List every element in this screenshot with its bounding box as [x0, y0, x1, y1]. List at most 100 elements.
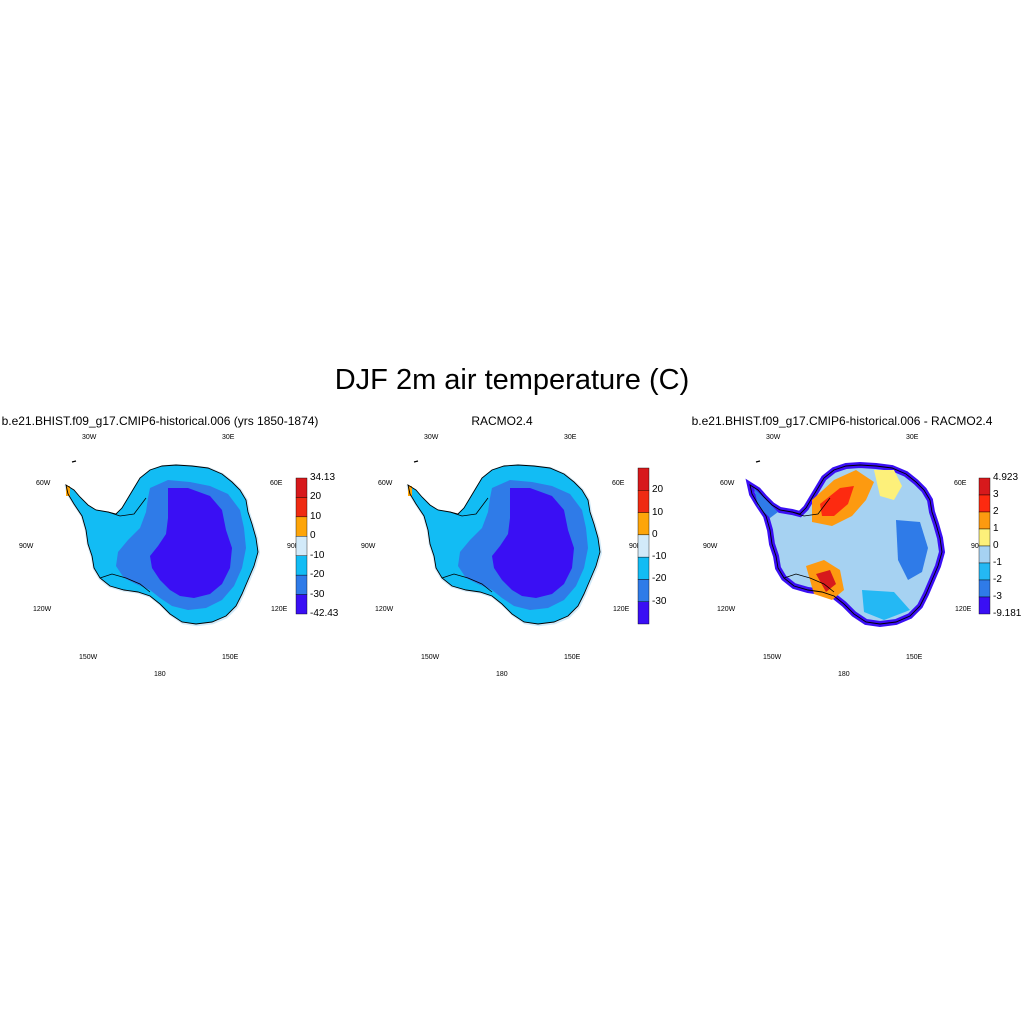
colorbar-segment	[295, 536, 308, 556]
difference-region-base	[745, 461, 946, 628]
colorbar-segment	[637, 512, 650, 536]
colorbar-label: 3	[993, 489, 999, 500]
colorbar-label: 0	[993, 540, 999, 551]
longitude-label: 90E	[971, 543, 984, 550]
colorbar-segment	[295, 477, 308, 498]
colorbar-segment	[978, 579, 991, 598]
difference-cool-region-1	[896, 520, 928, 580]
longitude-label: 150E	[906, 654, 923, 661]
temperature-region-minus30	[116, 480, 246, 610]
colorbar-label: 2	[993, 506, 999, 517]
colorbar-segment	[978, 528, 991, 547]
antarctica-map-2	[406, 460, 603, 627]
longitude-label: 120E	[613, 606, 630, 613]
colorbar-label: 1	[993, 523, 999, 534]
colorbar-label: 10	[310, 510, 322, 522]
colorbar-3	[978, 477, 991, 615]
coastline	[407, 464, 601, 625]
longitude-label: 120E	[271, 606, 288, 613]
temperature-region-minus30	[458, 480, 588, 610]
colorbar-label: -30	[310, 588, 325, 600]
colorbar-label: 0	[652, 528, 658, 540]
longitude-label: 90E	[287, 543, 300, 550]
longitude-label: 30E	[564, 434, 577, 441]
longitude-label: 30W	[424, 434, 439, 441]
longitude-label: 180	[496, 671, 508, 678]
colorbar-segment	[295, 574, 308, 595]
ice-shelf-line-1	[449, 497, 489, 517]
colorbar-label: -20	[310, 569, 325, 581]
colorbar-segment	[978, 562, 991, 581]
difference-hot-region-1	[820, 486, 854, 516]
colorbar-segment	[978, 477, 991, 496]
panel-title-1: b.e21.BHIST.f09_g17.CMIP6-historical.006…	[1, 414, 319, 428]
colorbar-label: -42.43	[310, 608, 339, 619]
figure-title: DJF 2m air temperature (C)	[334, 364, 690, 396]
longitude-label: 90W	[361, 543, 376, 550]
ice-shelf-line-2	[783, 573, 835, 593]
temperature-region-minus40	[150, 488, 232, 598]
colorbar-segment	[978, 545, 991, 564]
longitude-label: 150W	[763, 654, 782, 661]
panel-title-3: b.e21.BHIST.f09_g17.CMIP6-historical.006…	[691, 414, 993, 428]
ice-shelf-line-2	[99, 573, 151, 593]
longitude-label: 150W	[79, 654, 98, 661]
longitude-label: 90W	[19, 543, 34, 550]
colorbar-label: -20	[652, 573, 667, 585]
longitude-label: 90E	[629, 543, 642, 550]
longitude-label: 150W	[421, 654, 440, 661]
longitude-label: 120W	[717, 606, 736, 613]
temperature-region-minus10	[408, 465, 600, 624]
ice-shelf-region	[406, 464, 603, 627]
colorbar-segment	[978, 596, 991, 615]
colorbar-1	[295, 477, 308, 615]
longitude-label: 120E	[955, 606, 972, 613]
ice-shelf-line-1	[791, 497, 831, 517]
colorbar-2	[637, 467, 650, 625]
longitude-label: 60E	[612, 480, 625, 487]
colorbar-label: -9.181	[993, 608, 1022, 619]
colorbar-segment	[637, 490, 650, 513]
longitude-label: 150E	[564, 654, 581, 661]
island-mark	[755, 460, 761, 463]
longitude-label: 120W	[33, 606, 52, 613]
colorbar-label: 20	[310, 491, 322, 503]
longitude-label: 60W	[720, 480, 735, 487]
temperature-region-minus10	[66, 465, 258, 624]
longitude-label: 180	[838, 671, 850, 678]
colorbar-segment	[637, 534, 650, 558]
colorbar-segment	[295, 594, 308, 615]
longitude-label: 60E	[270, 480, 283, 487]
longitude-label: 90W	[703, 543, 718, 550]
peninsula-warm-patch	[408, 486, 412, 496]
colorbar-segment	[637, 467, 650, 491]
longitude-label: 180	[154, 671, 166, 678]
longitude-label: 120W	[375, 606, 394, 613]
colorbar-label: 10	[652, 506, 664, 518]
colorbar-label: -30	[652, 595, 667, 607]
ice-shelf-region	[64, 464, 261, 627]
ice-shelf-line-2	[441, 573, 493, 593]
difference-hot-region-2	[816, 570, 836, 592]
colorbar-label: -1	[993, 557, 1002, 568]
colorbar-segment	[295, 516, 308, 537]
longitude-label: 30E	[222, 434, 235, 441]
colorbar-label: 20	[652, 484, 664, 496]
longitude-label: 150E	[222, 654, 239, 661]
colorbar-segment	[295, 555, 308, 576]
difference-mild-region	[874, 470, 902, 500]
longitude-label: 30E	[906, 434, 919, 441]
difference-warm-region-1	[812, 470, 874, 526]
colorbar-segment	[637, 579, 650, 602]
colorbar-label: -10	[652, 551, 667, 563]
difference-peninsula-region	[754, 488, 778, 518]
peninsula-warm-patch	[66, 486, 70, 496]
island-mark	[71, 460, 77, 463]
colorbar-segment	[637, 601, 650, 625]
colorbar-label: 4.923	[993, 472, 1019, 483]
longitude-label: 60W	[36, 480, 51, 487]
colorbar-label: 0	[310, 530, 316, 542]
colorbar-segment	[978, 494, 991, 513]
panel-title-2: RACMO2.4	[471, 414, 533, 428]
ice-shelf-line-1	[107, 497, 147, 517]
